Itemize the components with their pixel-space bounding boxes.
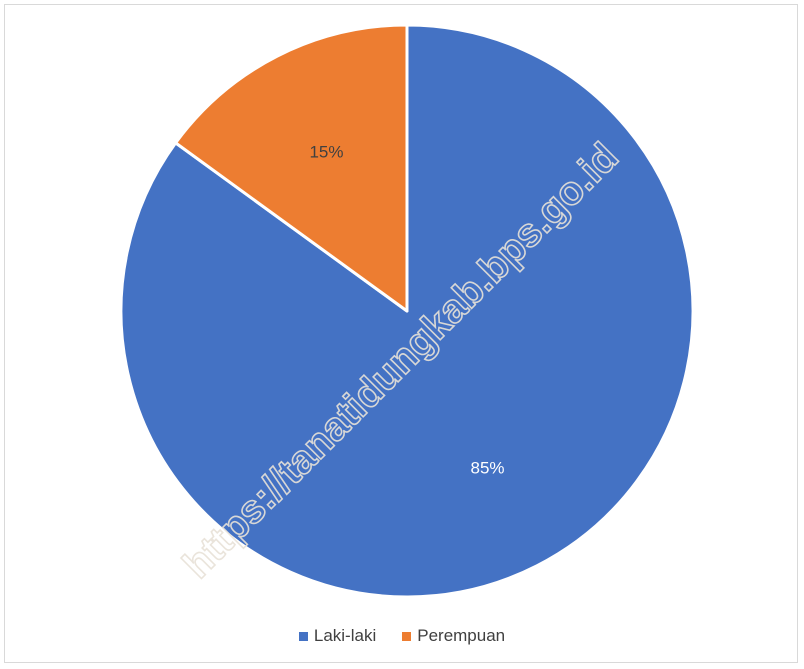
pie-slices — [119, 23, 695, 599]
data-label-perempuan: 15% — [309, 142, 343, 161]
legend-label-perempuan: Perempuan — [417, 626, 506, 645]
legend-item-perempuan: Perempuan — [402, 626, 505, 646]
legend-item-laki-laki: Laki-laki — [298, 626, 377, 646]
legend-swatch-perempuan — [402, 631, 412, 641]
pie-labels: 85% 15% — [309, 142, 504, 477]
legend-swatch-laki-laki — [298, 631, 308, 641]
data-label-laki-laki: 85% — [470, 458, 504, 477]
pie-slice-perempuan — [174, 23, 409, 313]
legend-label-laki-laki: Laki-laki — [313, 626, 377, 645]
chart-legend: Laki-laki Perempuan — [0, 626, 804, 646]
